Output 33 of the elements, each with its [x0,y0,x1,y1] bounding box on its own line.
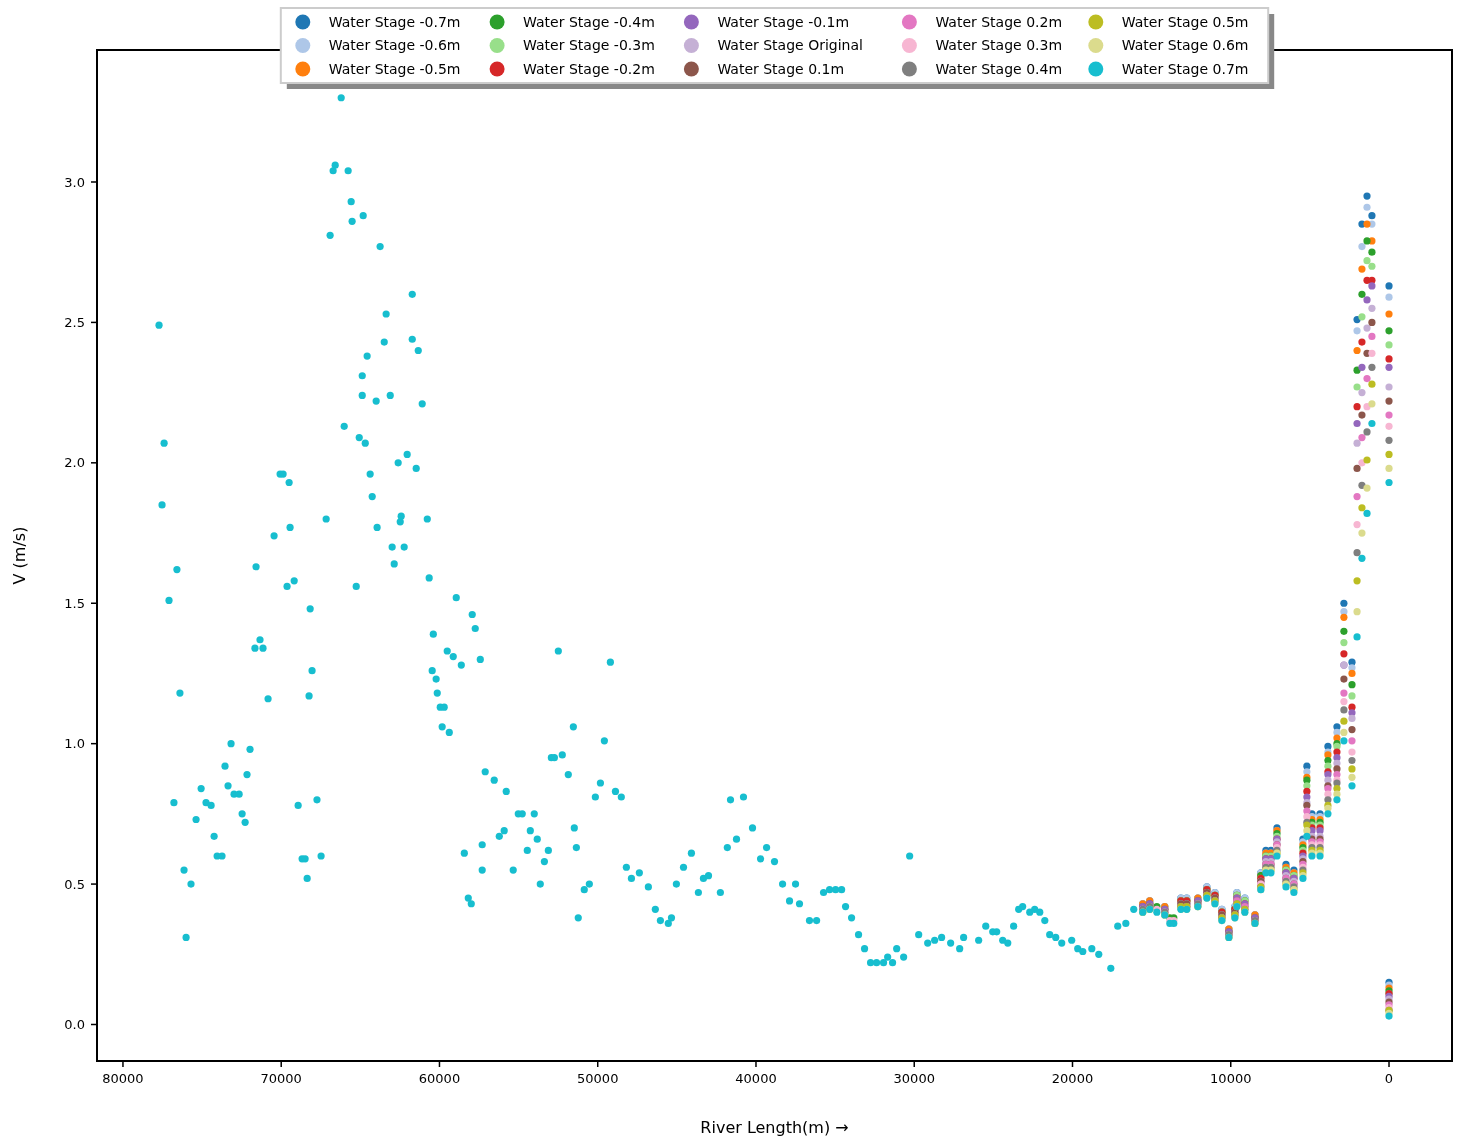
legend-label: Water Stage 0.4m [935,60,1063,77]
legend-label: Water Stage 0.5m [1121,13,1249,30]
x-tick-label: 10000 [1210,1071,1252,1086]
y-axis-title: V (m/s) [10,526,29,585]
x-axis-title: River Length(m) → [700,1118,849,1137]
legend-label: Water Stage 0.1m [717,60,845,77]
x-tick-label: 70000 [260,1071,302,1086]
legend-label: Water Stage -0.5m [328,60,461,77]
legend-label: Water Stage 0.6m [1121,37,1249,54]
y-tick-label: 1.5 [64,595,85,611]
x-tick-label: 20000 [1051,1071,1094,1086]
x-tick-label: 50000 [577,1071,619,1086]
legend-label: Water Stage -0.4m [523,13,655,30]
x-tick-label: 0 [1384,1071,1394,1086]
x-tick-label: 80000 [102,1071,144,1086]
y-tick-label: 2.0 [64,455,85,471]
legend-label: Water Stage -0.6m [328,37,461,54]
legend-label: Water Stage -0.3m [523,37,655,54]
legend-label: Water Stage Original [717,37,863,54]
y-tick-label: 0.5 [64,876,85,892]
x-tick-label: 40000 [735,1071,777,1086]
legend-label: Water Stage 0.3m [935,37,1063,54]
legend-label: Water Stage 0.2m [935,13,1063,30]
x-tick-label: 30000 [893,1071,935,1086]
y-tick-label: 0.0 [64,1017,85,1033]
y-tick-label: 2.5 [64,314,85,330]
legend-label: Water Stage 0.7m [1121,60,1249,77]
legend-label: Water Stage -0.1m [717,13,850,30]
y-tick-label: 1.0 [64,736,85,752]
y-tick-label: 3.0 [64,174,85,190]
legend-label: Water Stage -0.2m [523,60,655,77]
legend-label: Water Stage -0.7m [328,13,461,30]
x-tick-label: 60000 [418,1071,461,1086]
